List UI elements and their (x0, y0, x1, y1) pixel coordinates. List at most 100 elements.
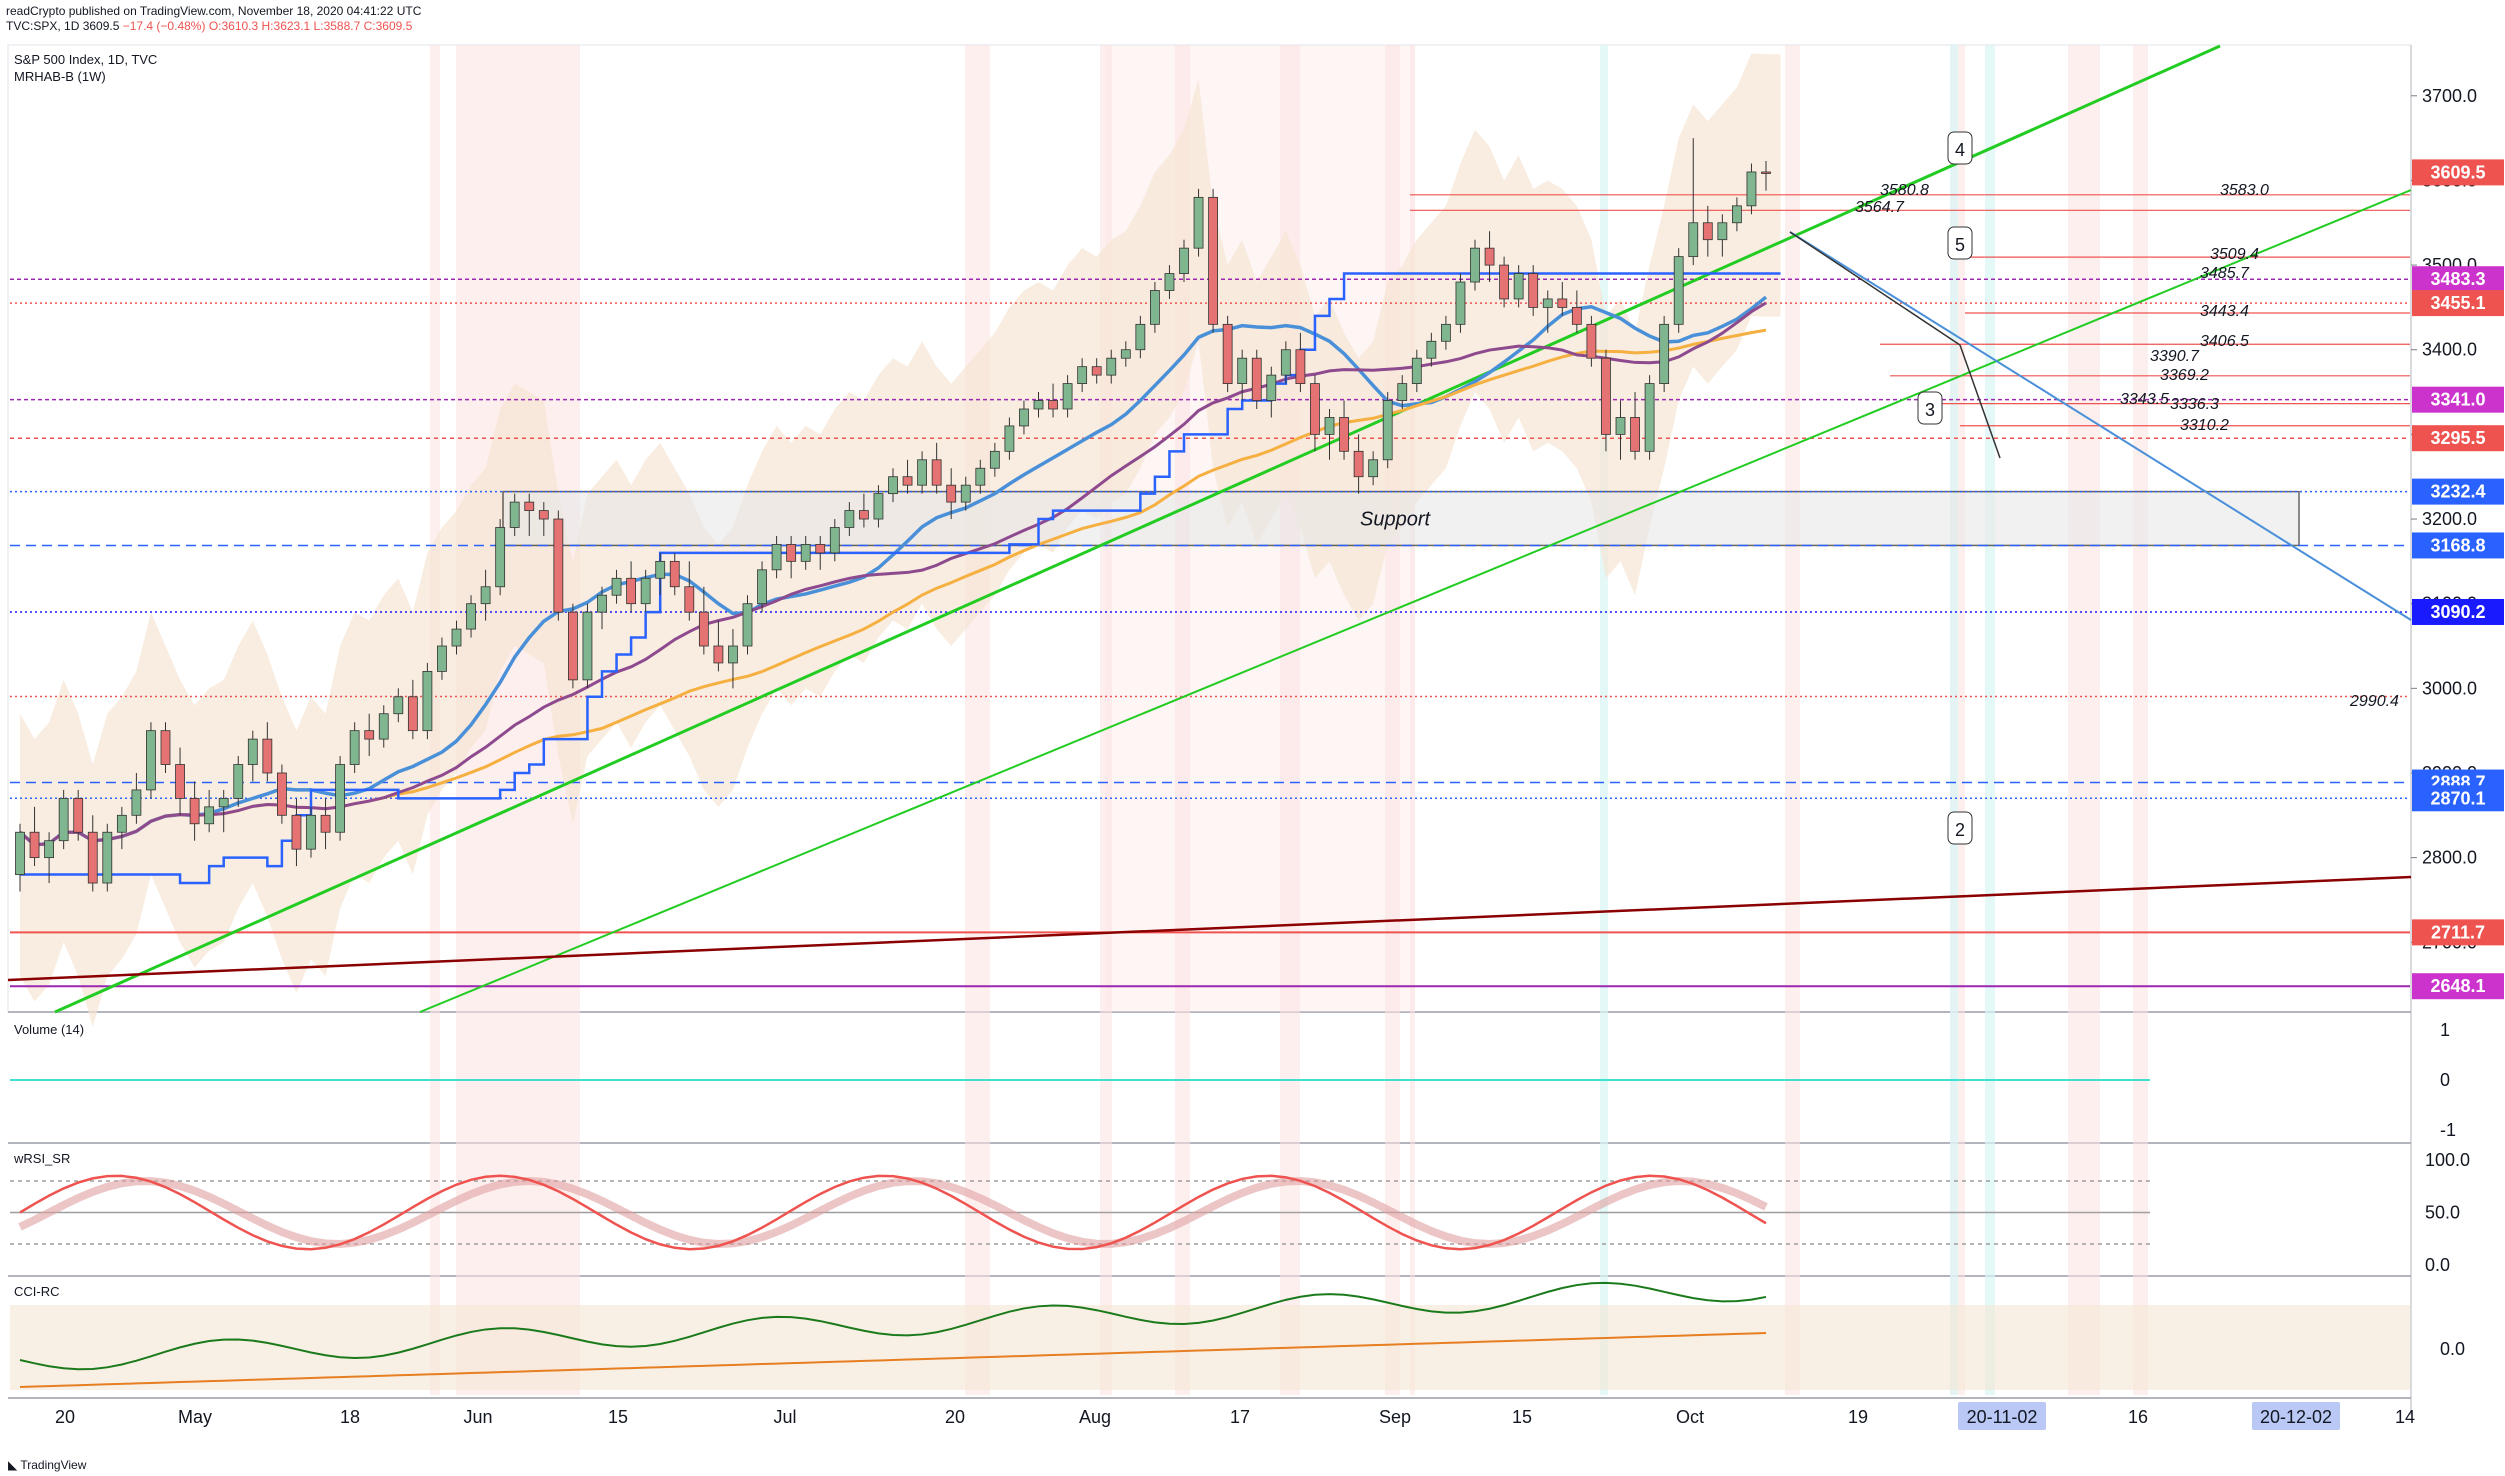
price-tag-box (2412, 973, 2504, 1000)
candle (87, 815, 98, 892)
cyan-band (1985, 45, 1995, 1395)
candle-body (1353, 450, 1364, 478)
candle (1688, 138, 1699, 266)
candle-body (859, 510, 869, 520)
time-tick-label: Oct (1676, 1407, 1704, 1427)
candle (1659, 315, 1670, 393)
time-tick-label: May (178, 1407, 212, 1427)
level-value-label: 3443.4 (2200, 303, 2249, 320)
candle-body (175, 764, 185, 799)
candle-body (946, 484, 957, 503)
candle-body (1179, 247, 1189, 274)
publish-info: readCrypto published on TradingView.com,… (6, 4, 422, 18)
candle-body (888, 476, 898, 495)
candle (1397, 375, 1408, 409)
candle (931, 442, 942, 494)
candle-body (524, 501, 535, 511)
candle-body (1528, 273, 1539, 308)
candle-body (1120, 349, 1131, 359)
candle-body (655, 560, 666, 579)
candle (1717, 214, 1728, 257)
candle (1164, 265, 1175, 299)
cci-line (19, 1281, 1767, 1371)
candle-body (960, 484, 971, 503)
candle-body (1339, 417, 1349, 452)
cci-tick-label: 0.0 (2440, 1339, 2465, 1359)
candle (1091, 358, 1102, 384)
candle-body (204, 806, 215, 825)
tradingview-logo-icon: ◣ (8, 1458, 18, 1472)
cci-label: CCI-RC (14, 1284, 60, 1299)
candle-body (626, 577, 636, 605)
price-tag-text: 2870.1 (2430, 788, 2485, 808)
volume-tick-label: 0 (2440, 1070, 2450, 1090)
candle (393, 688, 404, 723)
candle (1571, 290, 1582, 333)
candle-body (44, 840, 54, 859)
time-axis: 20 May 18 Jun 15 Jul 20 Aug 17 Sep 15 Oct 19 20-11-02… (55, 1402, 2415, 1430)
candle (1542, 290, 1553, 333)
candle-body (451, 628, 462, 647)
candle-body (815, 544, 826, 554)
candle-body (1324, 417, 1335, 435)
candle-body (1048, 400, 1058, 410)
candle-body (1761, 171, 1771, 174)
candle-body (378, 713, 389, 740)
candle (407, 679, 418, 740)
candle-body (1615, 417, 1626, 435)
candle-body (684, 586, 695, 613)
candle (582, 603, 593, 689)
candle (349, 722, 360, 773)
candle (1295, 332, 1306, 393)
time-tick: Jun (463, 1407, 492, 1427)
candle-body (640, 577, 651, 605)
candle (1441, 315, 1451, 350)
candle-body (786, 544, 797, 562)
candle (1411, 349, 1422, 393)
candle (902, 459, 913, 494)
channel-lower (419, 189, 2412, 1013)
cyan-band (1950, 45, 1958, 1395)
candle (655, 552, 666, 596)
price-tick-label: 3400.0 (2422, 340, 2477, 360)
candle (218, 789, 229, 833)
candle-body (306, 814, 316, 850)
candle-body (1557, 298, 1568, 308)
candle (1702, 205, 1713, 257)
candle (1353, 434, 1364, 494)
candle-body (1746, 171, 1757, 207)
time-tick-label: 19 (1848, 1407, 1868, 1427)
candle-body (1251, 357, 1262, 401)
candle (378, 705, 389, 748)
candle-body (1033, 400, 1044, 410)
alert-band (965, 45, 990, 1395)
candle (1077, 358, 1088, 393)
time-tick-highlight (2252, 1402, 2340, 1430)
wave-line (1789, 231, 1961, 346)
wave-label-text: 5 (1955, 235, 1965, 255)
candle (1528, 265, 1539, 316)
candle (1019, 400, 1029, 435)
candle-body (1150, 290, 1160, 325)
candle-body (15, 831, 25, 875)
candle-body (553, 518, 564, 613)
level-value-label: 2990.4 (2349, 693, 2399, 710)
candle (669, 552, 680, 596)
candle-body (407, 696, 418, 732)
candle-body (1222, 323, 1233, 384)
candle-body (1106, 357, 1117, 376)
candle-body (262, 738, 273, 774)
brand-text: TradingView (20, 1458, 87, 1472)
candle-body (611, 577, 622, 596)
candle (509, 493, 520, 536)
channel-upper (54, 44, 2221, 1014)
support-zone (502, 490, 2300, 547)
price-tick-label: 3700.0 (2422, 86, 2477, 106)
candle (422, 662, 433, 740)
time-tick-highlight (1958, 1402, 2046, 1430)
candle-body (29, 831, 40, 859)
candle (189, 781, 200, 841)
price-tag-box (2412, 785, 2504, 812)
time-tick: 16 (2128, 1407, 2148, 1427)
